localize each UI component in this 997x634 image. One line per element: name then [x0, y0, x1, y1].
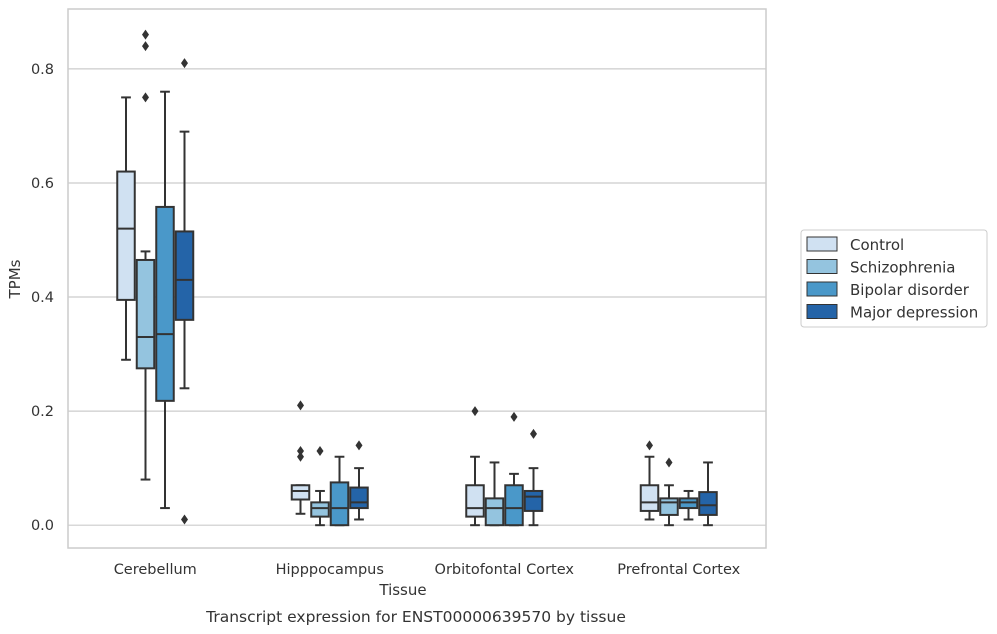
outlier-point: [181, 58, 188, 69]
box-2-1: [484, 461, 505, 527]
outlier-point: [142, 92, 149, 103]
box-0-3: [174, 58, 195, 525]
box-3-2: [678, 489, 699, 521]
box-iqr: [659, 497, 679, 516]
legend: Control Schizophrenia Bipolar disorder Majo…: [800, 229, 988, 328]
box-iqr: [523, 489, 544, 512]
outlier-point: [510, 411, 518, 422]
box-2-2: [504, 411, 524, 527]
box-2-3: [523, 428, 544, 527]
outlier-point: [471, 406, 479, 417]
legend-swatch: [806, 236, 838, 252]
plot-frame: [67, 8, 767, 549]
legend-label: Major depression: [850, 304, 978, 322]
x-tick-label: Cerebellum: [114, 562, 197, 578]
outlier-point: [646, 440, 653, 451]
box-3-0: [639, 440, 660, 521]
box-3-3: [698, 461, 718, 527]
box-1-3: [349, 440, 369, 521]
box-iqr: [465, 484, 485, 518]
box-3-1: [659, 457, 679, 527]
box-iqr: [484, 497, 505, 527]
outlier-point: [297, 446, 304, 457]
y-tick-label: 0.0: [31, 518, 54, 534]
chart-caption: Transcript expression for ENST0000063957…: [205, 608, 626, 626]
outlier-point: [355, 440, 363, 451]
box-iqr: [135, 258, 156, 370]
box-iqr: [116, 170, 136, 301]
box-iqr: [310, 501, 330, 518]
box-0-0: [116, 96, 136, 361]
outlier-point: [181, 514, 188, 525]
x-axis-ticks: Cerebellum Hipppocampus Orbitofontal Corte…: [114, 562, 741, 578]
box-0-1: [135, 29, 156, 481]
box-iqr: [639, 484, 660, 512]
x-tick-label: Hipppocampus: [276, 562, 384, 578]
legend-label: Schizophrenia: [850, 259, 955, 277]
box-iqr: [698, 491, 718, 516]
legend-label: Control: [850, 236, 904, 254]
y-axis-ticks: 0.0 0.2 0.4 0.6 0.8: [31, 62, 54, 534]
y-tick-label: 0.2: [31, 404, 54, 420]
legend-frame: [800, 229, 988, 328]
y-tick-label: 0.4: [31, 290, 54, 306]
box-iqr: [504, 484, 524, 527]
box-iqr: [290, 484, 311, 501]
outlier-point: [665, 457, 673, 468]
y-tick-label: 0.6: [31, 176, 54, 192]
box-series: [116, 29, 718, 527]
box-1-0: [290, 400, 311, 515]
legend-swatch: [806, 304, 838, 319]
box-2-0: [465, 406, 485, 527]
outlier-point: [142, 41, 149, 52]
box-iqr: [349, 486, 369, 510]
outlier-point: [142, 29, 149, 40]
legend-swatch: [806, 259, 838, 274]
x-axis-label: Tissue: [378, 581, 426, 599]
y-axis-label: TPMs: [6, 259, 24, 299]
box-1-1: [310, 446, 330, 527]
legend-label: Bipolar disorder: [850, 281, 970, 299]
x-tick-label: Orbitofontal Cortex: [435, 562, 575, 578]
y-tick-label: 0.8: [31, 62, 54, 78]
box-0-2: [155, 90, 175, 510]
outlier-point: [530, 428, 537, 439]
outlier-point: [316, 446, 324, 457]
box-iqr: [174, 230, 195, 321]
box-iqr: [155, 205, 175, 402]
outlier-point: [297, 451, 304, 462]
x-tick-label: Prefrontal Cortex: [617, 562, 740, 578]
box-1-2: [329, 455, 350, 527]
legend-swatch: [806, 281, 838, 297]
outlier-point: [297, 400, 304, 411]
box-iqr: [329, 481, 350, 527]
